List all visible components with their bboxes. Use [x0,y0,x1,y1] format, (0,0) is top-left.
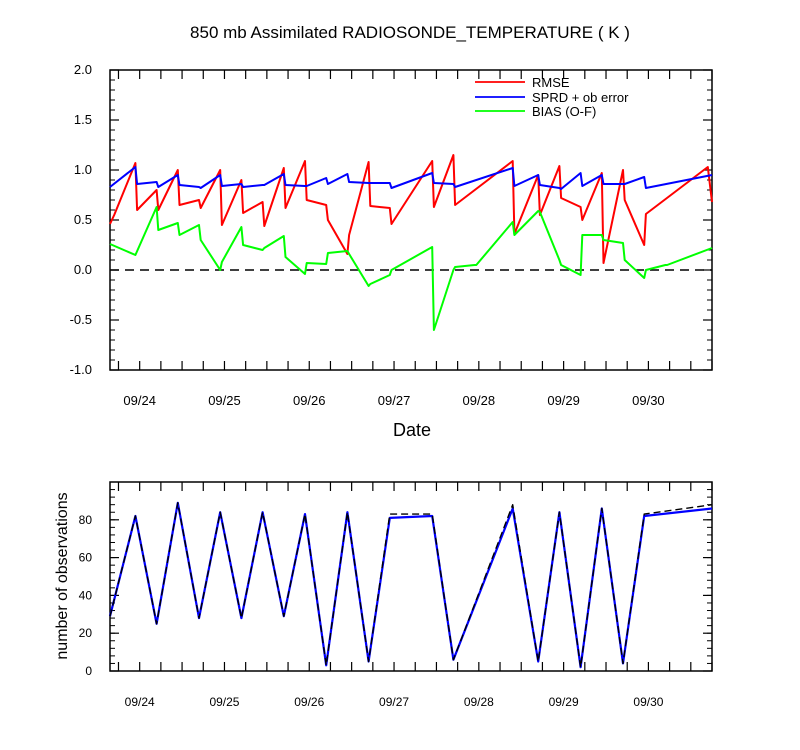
top-xtick-label: 09/26 [293,393,326,408]
top-xtick-label: 09/29 [547,393,580,408]
top-series [109,154,713,331]
bottom-ytick-label: 60 [79,551,93,565]
bottom-x-tick-labels: 09/24 09/25 09/26 09/27 09/28 09/29 09/30 [125,695,664,709]
legend-label-rmse: RMSE [532,75,570,90]
top-xtick-label: 09/27 [378,393,411,408]
bottom-xtick-label: 09/28 [464,695,494,709]
bottom-ytick-label: 40 [79,588,93,602]
top-ytick-label: 0.0 [74,262,92,277]
top-ytick-label: 2.0 [74,62,92,77]
legend: RMSE SPRD + ob error BIAS (O-F) [475,75,629,119]
bottom-y-axis-label: number of observations [54,492,71,659]
top-chart-title: 850 mb Assimilated RADIOSONDE_TEMPERATUR… [190,23,630,42]
bottom-xtick-label: 09/26 [294,695,324,709]
bottom-xtick-label: 09/25 [209,695,239,709]
bottom-ticks [110,481,713,672]
top-y-tick-labels: -1.0 -0.5 0.0 0.5 1.0 1.5 2.0 [70,62,92,377]
bottom-y-tick-labels: 0 20 40 60 80 [79,513,93,678]
bottom-ytick-label: 0 [85,664,92,678]
bottom-ytick-label: 20 [79,626,93,640]
series-line-sprd-ob-error [109,166,713,190]
top-xtick-label: 09/24 [123,393,156,408]
bottom-xtick-label: 09/30 [633,695,663,709]
top-x-tick-labels: 09/24 09/25 09/26 09/27 09/28 09/29 09/30 [123,393,664,408]
top-ticks [110,69,713,371]
legend-label-sprd: SPRD + ob error [532,90,629,105]
top-xtick-label: 09/28 [463,393,496,408]
bottom-xtick-label: 09/24 [125,695,155,709]
series-line-rmse [109,154,713,264]
top-xtick-label: 09/30 [632,393,665,408]
top-xtick-label: 09/25 [208,393,241,408]
top-plot-frame [109,69,713,371]
top-ytick-label: 1.0 [74,162,92,177]
bottom-series [108,501,713,669]
top-ytick-label: 1.5 [74,112,92,127]
series-line-bias-o-f [109,206,713,331]
legend-label-bias: BIAS (O-F) [532,104,596,119]
top-ytick-label: -1.0 [70,362,92,377]
obs-line-possible [109,502,713,668]
obs-line-assimilated [108,501,713,669]
bottom-ytick-label: 80 [79,513,93,527]
bottom-xtick-label: 09/29 [549,695,579,709]
bottom-plot-frame [109,481,713,672]
top-ytick-label: 0.5 [74,212,92,227]
top-x-axis-label: Date [393,420,431,440]
top-ytick-label: -0.5 [70,312,92,327]
bottom-xtick-label: 09/27 [379,695,409,709]
